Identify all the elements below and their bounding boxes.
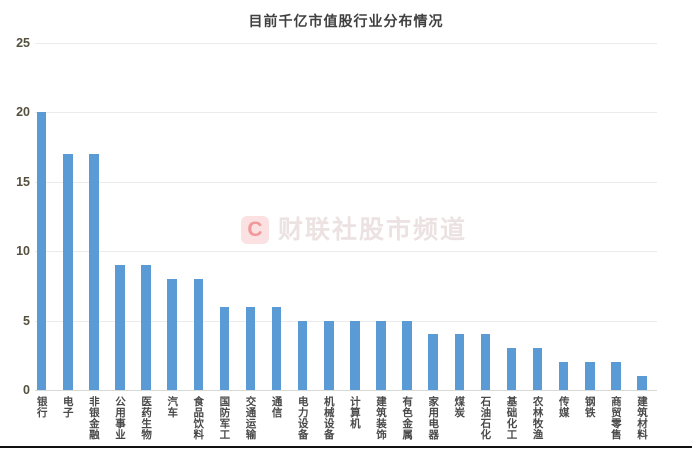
y-tick-label: 15 [16, 174, 30, 189]
bar [558, 362, 569, 390]
x-tick-label: 商贸零售 [609, 396, 622, 440]
x-tick-label: 汽车 [166, 396, 179, 418]
x-tick-label: 家用电器 [427, 396, 440, 440]
bar [611, 362, 621, 390]
x-tick-label: 石油石化 [479, 396, 492, 440]
gridline [35, 181, 657, 183]
x-tick-label: 计算机 [348, 396, 361, 429]
bar [637, 376, 647, 390]
x-tick-label: 基础化工 [505, 396, 518, 440]
bar [219, 306, 230, 390]
gridline [35, 43, 657, 44]
x-tick-label: 交通运输 [244, 396, 257, 440]
x-tick-label: 通信 [270, 396, 283, 418]
plot-area [35, 43, 657, 391]
gridline [35, 251, 657, 253]
x-tick-label: 银行 [35, 396, 48, 418]
bar [506, 348, 517, 390]
gridline [35, 320, 657, 322]
bar [402, 320, 412, 390]
bar [36, 112, 47, 390]
chart-title: 目前千亿市值股行业分布情况 [248, 13, 444, 29]
bar [193, 278, 204, 390]
bar [376, 320, 386, 390]
bar [532, 348, 543, 390]
bar [297, 320, 308, 390]
x-tick-label: 国防军工 [218, 396, 231, 440]
x-tick-label: 电子 [61, 396, 74, 418]
x-tick-label: 电力设备 [296, 396, 309, 440]
y-tick-label: 0 [23, 383, 30, 397]
x-tick-label: 建筑装饰 [375, 396, 387, 440]
x-tick-label: 非银金融 [87, 396, 100, 440]
bar [115, 265, 125, 390]
bar [324, 320, 334, 390]
gridline [35, 112, 657, 114]
x-tick-label: 医药生物 [140, 396, 153, 440]
bar [89, 154, 99, 390]
x-tick-label: 食品饮料 [192, 396, 205, 440]
bar [141, 265, 151, 390]
x-tick-label: 钢铁 [583, 396, 596, 418]
bar [585, 362, 595, 390]
x-tick-label: 有色金属 [401, 396, 414, 440]
x-tick-label: 农林牧渔 [531, 396, 544, 440]
bar [350, 320, 360, 390]
y-tick-label: 5 [23, 313, 30, 328]
x-tick-label: 建筑材料 [636, 396, 648, 440]
bottom-border [0, 446, 692, 448]
bar [480, 334, 491, 390]
bar [63, 154, 73, 390]
y-tick-label: 20 [16, 105, 30, 120]
bar [428, 334, 438, 390]
bar [271, 306, 282, 390]
x-tick-label: 公用事业 [114, 396, 126, 440]
y-tick-label: 25 [16, 36, 30, 50]
bar [245, 306, 256, 390]
y-tick-label: 10 [16, 244, 30, 259]
bar [454, 334, 465, 390]
x-tick-label: 煤炭 [453, 396, 466, 418]
x-tick-label: 机械设备 [322, 396, 335, 440]
x-tick-label: 传媒 [557, 396, 570, 418]
bar [167, 278, 177, 390]
x-axis-line [35, 390, 657, 391]
